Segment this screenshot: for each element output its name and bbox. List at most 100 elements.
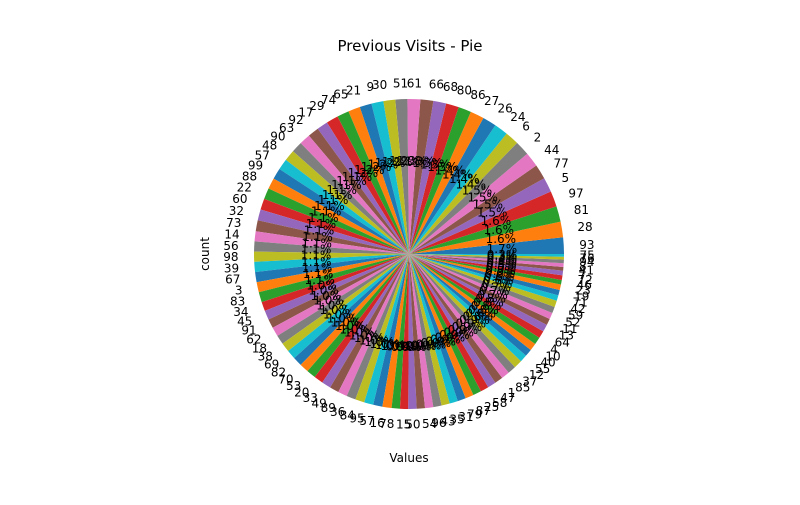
pie-slice [409, 254, 555, 314]
category-labels: 9328819757744262426278680686661513092165… [223, 77, 595, 432]
pie-slice [409, 254, 562, 285]
slice-percent-label: 1.1% [301, 236, 332, 250]
pie-slice [409, 254, 547, 332]
slice-percent-label: 1.0% [327, 312, 358, 326]
slice-category-label: 31 [458, 410, 473, 424]
slice-category-label: 50 [405, 417, 420, 431]
pie-slice [409, 125, 507, 255]
slice-category-label: 57 [255, 148, 270, 162]
slice-percent-label: 0.4% [487, 251, 518, 265]
pie-slice [409, 254, 489, 392]
slice-category-label: 92 [288, 113, 303, 127]
slice-category-label: 54 [422, 417, 437, 431]
slice-percent-label: 0.6% [484, 270, 515, 284]
slice-category-label: 56 [223, 239, 238, 253]
slice-category-label: 42 [570, 302, 585, 316]
percent-labels: 1.7%1.6%1.6%1.6%1.5%1.5%1.5%1.5%1.4%1.4%… [301, 154, 517, 354]
slice-category-label: 75 [579, 249, 594, 263]
slice-percent-label: 0.9% [455, 317, 486, 331]
slice-percent-label: 0.9% [425, 334, 456, 348]
slice-percent-label: 0.7% [479, 284, 510, 298]
pie-slice [409, 107, 471, 254]
slice-category-label: 97 [568, 186, 583, 200]
slice-percent-label: 1.3% [420, 158, 451, 172]
slice-percent-label: 1.1% [304, 223, 335, 237]
pie-slice [409, 99, 434, 254]
pie-slice [409, 254, 564, 260]
slice-percent-label: 1.4% [442, 168, 473, 182]
pie-slice [273, 169, 409, 254]
slice-category-label: 83 [230, 295, 245, 309]
pie-slice [277, 254, 409, 344]
slice-category-label: 77 [554, 157, 569, 171]
slice-category-label: 86 [470, 88, 485, 102]
slice-category-label: 1 [508, 386, 516, 400]
pie-slice [409, 254, 544, 338]
slice-percent-label: 1.1% [301, 249, 332, 263]
slice-percent-label: 0.9% [421, 336, 452, 350]
pie-slice [408, 254, 417, 410]
slice-percent-label: 1.0% [323, 307, 354, 321]
pie-slice [257, 209, 409, 254]
slice-category-label: 67 [225, 273, 240, 287]
pie-slice [268, 178, 409, 254]
slice-percent-label: 1.1% [342, 170, 373, 184]
pie-slice [268, 254, 409, 328]
slice-percent-label: 1.2% [368, 158, 399, 172]
pie-slice [272, 254, 409, 336]
slice-category-label: 2 [534, 131, 542, 145]
slice-percent-label: 0.9% [439, 328, 470, 342]
slice-percent-label: 0.8% [471, 299, 502, 313]
slice-percent-label: 1.0% [354, 331, 385, 345]
slice-percent-label: 1.1% [336, 174, 367, 188]
pie-slice [409, 206, 561, 254]
pie-slice [409, 254, 526, 362]
pie-slice [330, 254, 409, 392]
slice-percent-label: 0.7% [477, 288, 508, 302]
slice-percent-label: 1.0% [320, 303, 351, 317]
slice-category-label: 10 [545, 349, 560, 363]
slice-category-label: 20 [294, 385, 309, 399]
slice-category-label: 41 [579, 263, 594, 277]
slice-category-label: 24 [510, 110, 525, 124]
pie-slice [348, 107, 409, 255]
chart-title: Previous Visits - Pie [338, 37, 483, 55]
slice-percent-label: 0.9% [401, 340, 432, 354]
pie-slice [409, 100, 447, 255]
pie-slice [409, 254, 503, 383]
slice-percent-label: 0.8% [473, 295, 504, 309]
pie-slice [409, 111, 484, 255]
slice-percent-label: 0.9% [386, 340, 417, 354]
slice-percent-label: 1.1% [331, 178, 362, 192]
slice-percent-label: 1.7% [487, 242, 518, 256]
pie-slice [256, 254, 409, 293]
pie-slice [322, 254, 409, 388]
slice-category-label: 29 [309, 99, 324, 113]
slice-category-label: 16 [369, 416, 384, 430]
slice-percent-label: 1.0% [364, 335, 395, 349]
slice-category-label: 47 [500, 391, 515, 405]
slice-percent-label: 0.5% [485, 264, 516, 278]
slice-percent-label: 1.5% [473, 198, 504, 212]
slice-percent-label: 1.4% [455, 177, 486, 191]
slice-percent-label: 0.4% [487, 254, 518, 268]
slice-category-label: 25 [484, 400, 499, 414]
slice-percent-label: 0.9% [443, 326, 474, 340]
slice-category-label: 95 [349, 412, 364, 426]
pie-slice [337, 111, 409, 254]
slice-percent-label: 0.8% [465, 306, 496, 320]
slice-percent-label: 1.0% [359, 333, 390, 347]
slice-percent-label: 1.1% [302, 261, 333, 275]
slice-percent-label: 1.1% [301, 243, 332, 257]
slice-category-label: 11 [562, 322, 577, 336]
pie-slice [409, 103, 459, 255]
slice-category-label: 6 [522, 120, 530, 134]
slice-percent-label: 1.1% [326, 183, 357, 197]
slice-percent-label: 0.3% [487, 248, 518, 262]
slice-category-label: 66 [429, 78, 444, 92]
slice-percent-label: 0.8% [462, 310, 493, 324]
pie-slice [409, 254, 564, 276]
slice-percent-label: 1.5% [462, 184, 493, 198]
slice-category-label: 39 [224, 261, 239, 275]
